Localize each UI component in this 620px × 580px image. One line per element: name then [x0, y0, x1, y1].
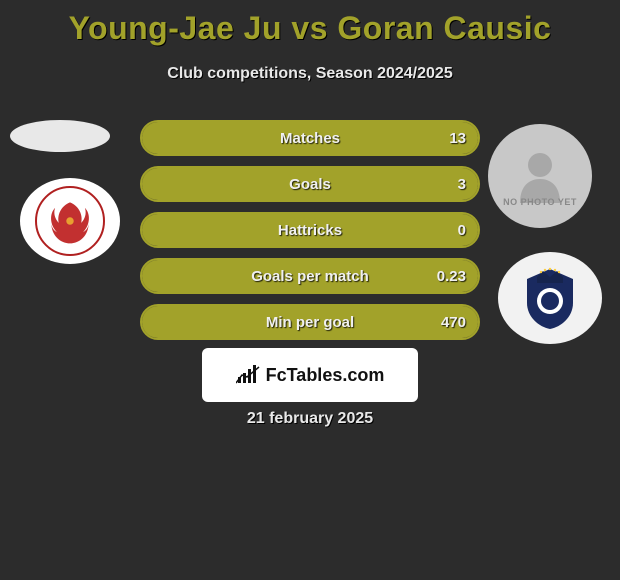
- page-title: Young-Jae Ju vs Goran Causic: [0, 0, 620, 47]
- no-photo-label: NO PHOTO YET: [503, 197, 577, 207]
- fctables-text: FcTables.com: [266, 365, 385, 386]
- stat-label: Matches: [142, 122, 478, 154]
- stat-row: Goals 3: [140, 166, 480, 202]
- date-label: 21 february 2025: [0, 410, 620, 428]
- stat-row: Min per goal 470: [140, 304, 480, 340]
- silhouette-icon: [510, 145, 570, 205]
- stat-value-right: 0: [458, 214, 466, 246]
- phoenix-icon: [35, 186, 105, 256]
- stat-value-right: 470: [441, 306, 466, 338]
- buriram-icon: [515, 263, 585, 333]
- player-left-photo: [10, 120, 110, 152]
- stat-label: Goals: [142, 168, 478, 200]
- stat-row: Hattricks 0: [140, 212, 480, 248]
- stat-value-right: 13: [449, 122, 466, 154]
- stat-row: Goals per match 0.23: [140, 258, 480, 294]
- page-subtitle: Club competitions, Season 2024/2025: [0, 65, 620, 83]
- stat-label: Hattricks: [142, 214, 478, 246]
- club-right-crest: [498, 252, 602, 344]
- player-right-photo: NO PHOTO YET: [488, 124, 592, 228]
- stat-value-right: 3: [458, 168, 466, 200]
- chart-icon: [236, 365, 260, 385]
- stat-bars: Matches 13 Goals 3 Hattricks 0 Goals per…: [140, 120, 480, 350]
- stat-label: Goals per match: [142, 260, 478, 292]
- stat-value-right: 0.23: [437, 260, 466, 292]
- stat-label: Min per goal: [142, 306, 478, 338]
- stat-row: Matches 13: [140, 120, 480, 156]
- fctables-logo: FcTables.com: [202, 348, 418, 402]
- club-left-crest: [20, 178, 120, 264]
